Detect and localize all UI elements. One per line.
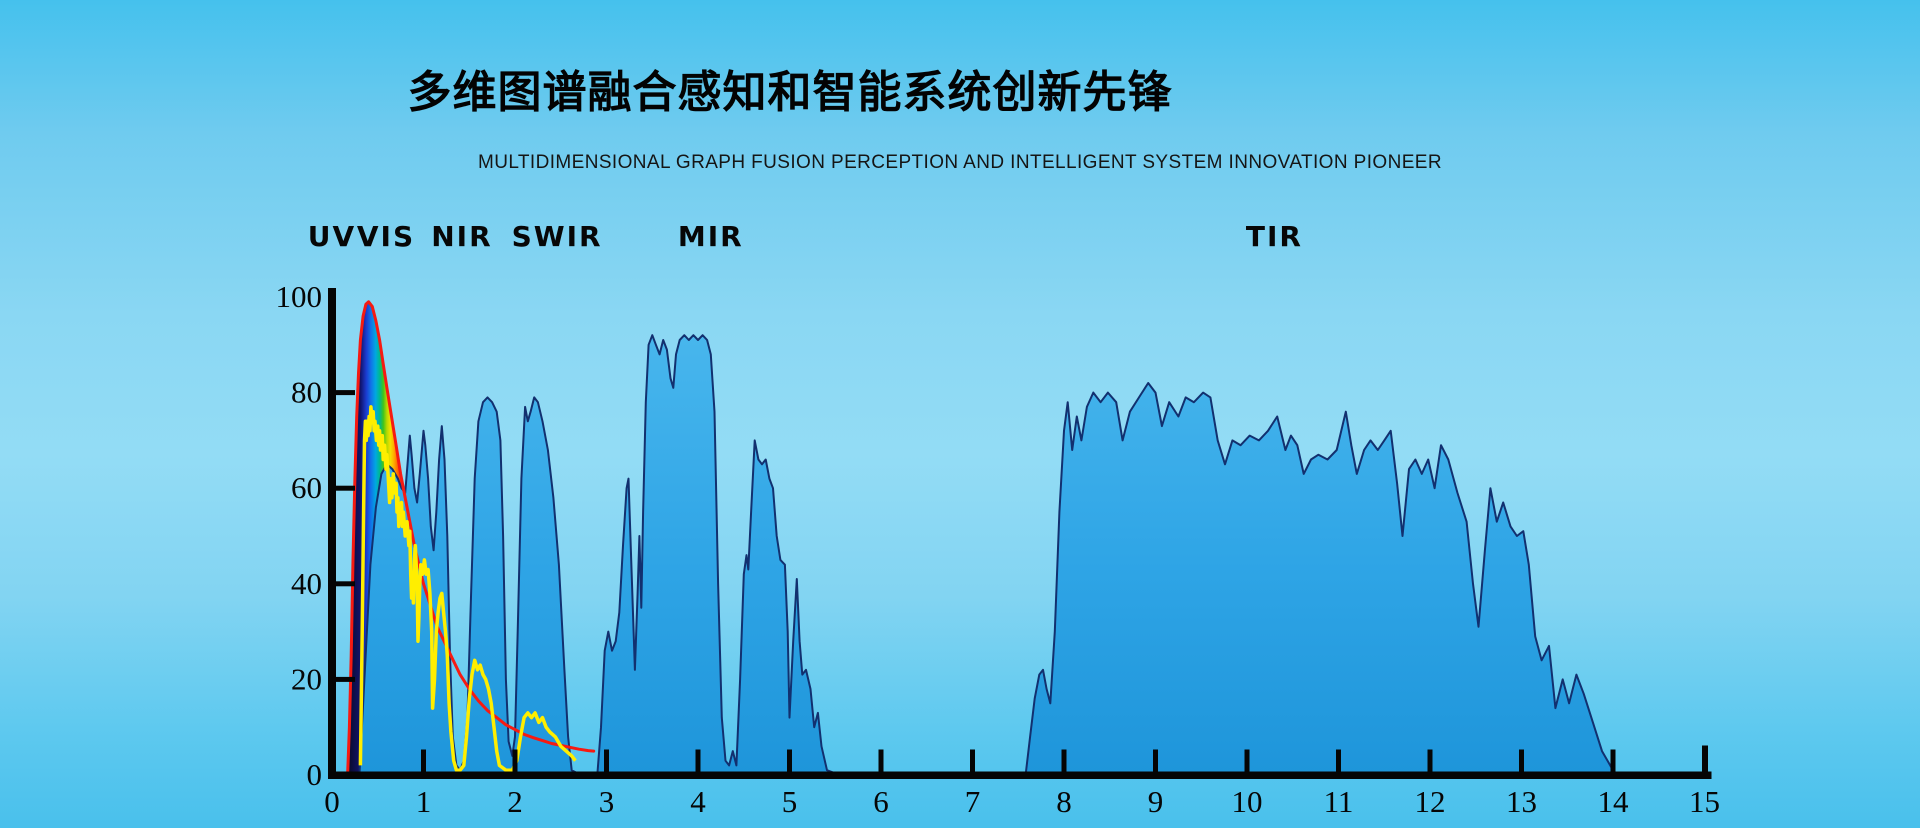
x-tick-label: 11	[1324, 784, 1354, 819]
x-tick-label: 0	[324, 784, 340, 819]
x-tick-label: 5	[782, 784, 798, 819]
y-tick-label: 100	[276, 279, 323, 314]
band-label-nir: NIR	[431, 220, 493, 253]
x-tick	[1610, 749, 1616, 772]
x-tick-label: 2	[507, 784, 523, 819]
band-label-tir: TIR	[1245, 220, 1303, 253]
band-label-uv: UV	[307, 220, 357, 253]
x-tick	[604, 749, 609, 772]
x-tick-label: 8	[1056, 784, 1072, 819]
band-label-swir: SWIR	[511, 220, 603, 253]
x-tick-label: 6	[873, 784, 889, 819]
y-tick-label: 60	[291, 470, 322, 505]
x-tick-label: 1	[416, 784, 432, 819]
solar-irradiance-ground-curve	[358, 405, 577, 772]
x-tick-label: 7	[965, 784, 981, 819]
x-tick	[695, 749, 701, 772]
x-tick-label: 10	[1232, 784, 1263, 819]
y-tick-label: 40	[291, 566, 322, 601]
y-axis-line	[328, 288, 336, 779]
x-axis-line	[328, 771, 1712, 779]
blackbody-envelope-curve	[346, 300, 596, 777]
x-tick-label: 14	[1598, 784, 1630, 819]
y-tick-label: 0	[307, 757, 323, 792]
band-label-mir: MIR	[677, 220, 744, 253]
x-tick	[1336, 749, 1341, 772]
x-tick-label: 3	[599, 784, 615, 819]
x-tick	[1153, 749, 1158, 772]
band-label-vis: VIS	[356, 220, 416, 253]
y-tick	[336, 581, 355, 587]
x-tick	[970, 749, 975, 772]
y-tick	[336, 390, 355, 396]
x-tick	[1061, 749, 1067, 772]
x-tick-label: 13	[1506, 784, 1537, 819]
y-tick	[336, 485, 355, 491]
x-tick-label: 4	[690, 784, 706, 819]
x-tick	[1519, 749, 1524, 772]
atmospheric-transmission-windows-area	[358, 334, 1619, 776]
x-tick	[421, 749, 426, 772]
x-tick-label: 12	[1415, 784, 1446, 819]
x-tick	[1427, 749, 1433, 772]
x-tick	[1244, 749, 1250, 772]
x-tick	[878, 749, 884, 772]
x-tick	[512, 749, 518, 772]
y-tick	[336, 676, 355, 682]
x-tick-label: 9	[1148, 784, 1164, 819]
page-title: 多维图谱融合感知和智能系统创新先锋	[407, 67, 1173, 118]
x-tick	[787, 749, 792, 772]
x-tick-label: 15	[1689, 784, 1720, 819]
y-tick-label: 20	[291, 661, 322, 696]
page-subtitle: MULTIDIMENSIONAL GRAPH FUSION PERCEPTION…	[478, 152, 1442, 173]
y-tick-label: 80	[291, 375, 322, 410]
x-tick	[1702, 745, 1708, 772]
